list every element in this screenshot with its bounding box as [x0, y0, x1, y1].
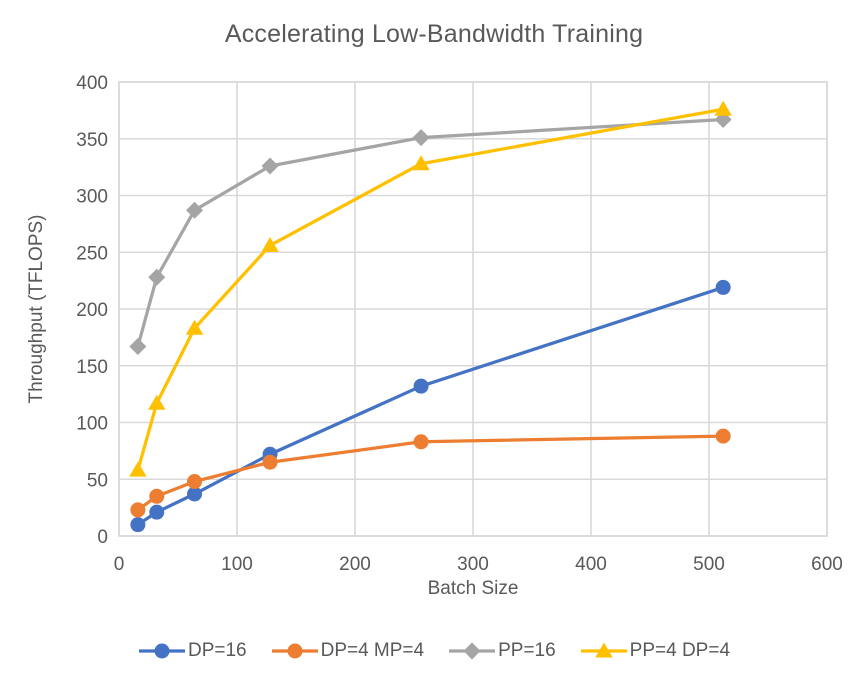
data-point	[261, 157, 279, 175]
x-tick-label: 400	[575, 554, 607, 575]
data-point	[413, 434, 429, 450]
data-point	[187, 474, 203, 490]
plot-border	[118, 81, 828, 537]
legend-label: PP=4 DP=4	[629, 640, 731, 661]
chart-title: Accelerating Low-Bandwidth Training	[224, 20, 644, 48]
data-point	[149, 488, 165, 504]
data-point	[714, 100, 732, 116]
data-point	[154, 643, 170, 659]
data-point	[129, 461, 147, 477]
x-tick-label: 300	[457, 554, 489, 575]
x-tick-label: 500	[693, 554, 725, 575]
y-tick-label: 50	[87, 470, 108, 491]
data-point	[287, 643, 303, 659]
data-point	[715, 279, 731, 295]
y-tick-label: 300	[76, 187, 108, 208]
data-point	[413, 378, 429, 394]
legend-marker-circle-icon	[271, 643, 318, 659]
y-tick-label: 250	[76, 243, 108, 264]
y-tick-label: 350	[76, 130, 108, 151]
data-point	[186, 201, 204, 219]
legend-label: PP=16	[498, 640, 556, 661]
y-tick-label: 150	[76, 357, 108, 378]
series-line-dp-4-mp-4	[136, 434, 725, 512]
data-point	[261, 236, 279, 252]
series-line-dp-16	[136, 285, 725, 527]
data-point	[715, 428, 731, 444]
data-point	[185, 319, 204, 335]
data-point	[412, 155, 430, 171]
legend-marker-circle-icon	[138, 643, 185, 659]
y-tick-label: 200	[76, 300, 108, 321]
data-point	[130, 502, 146, 518]
x-tick-label: 0	[114, 554, 125, 575]
x-axis-title: Batch Size	[427, 578, 519, 599]
legend-label: DP=4 MP=4	[320, 640, 425, 661]
legend-item-dp-16: DP=16	[138, 640, 247, 662]
series-line-pp-16	[136, 117, 725, 349]
y-axis-title-text: Throughput (TFLOPS)	[26, 214, 47, 404]
y-tick-label: 400	[76, 73, 108, 94]
legend-marker-triangle-icon	[580, 642, 627, 658]
legend-item-pp-4-dp-4: PP=4 DP=4	[580, 640, 730, 662]
y-tick-label: 100	[76, 414, 108, 435]
series-line-pp-4-dp-4	[136, 107, 725, 472]
y-tick-label: 0	[97, 527, 108, 548]
data-point	[149, 504, 165, 520]
data-point	[129, 337, 147, 355]
legend-marker-diamond-icon	[449, 642, 496, 660]
data-point	[187, 486, 203, 502]
legend-item-dp-4-mp-4: DP=4 MP=4	[271, 640, 425, 662]
x-tick-label: 600	[811, 554, 843, 575]
legend: DP=16 DP=4 MP=4 PP=16 PP=4 DP=4	[0, 640, 868, 662]
data-point	[148, 268, 166, 286]
data-point	[463, 642, 481, 660]
data-point	[594, 642, 613, 658]
data-point	[130, 517, 146, 533]
data-point	[412, 129, 430, 147]
legend-item-pp-16: PP=16	[448, 640, 556, 662]
x-tick-label: 100	[221, 554, 253, 575]
data-point	[148, 394, 166, 410]
legend-label: DP=16	[187, 640, 247, 661]
data-point	[262, 454, 278, 470]
x-tick-label: 200	[339, 554, 371, 575]
